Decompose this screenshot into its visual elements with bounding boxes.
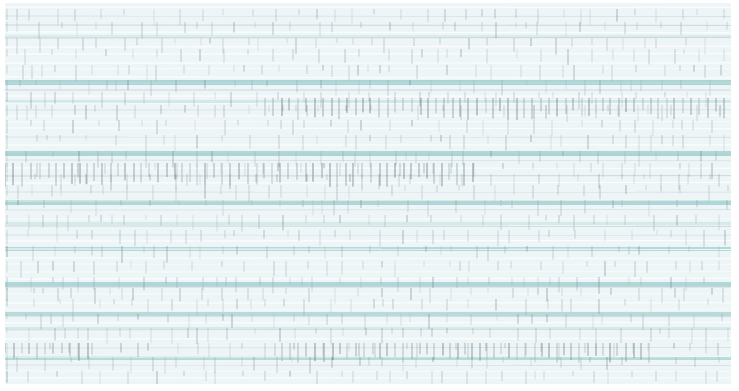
teal-stripe [5, 151, 731, 156]
teal-stripe [5, 35, 731, 38]
weft-thread [5, 277, 731, 280]
vertical-thread-marks [5, 9, 729, 384]
weft-thread [5, 337, 731, 340]
teal-stripe [5, 100, 731, 103]
weft-thread [5, 328, 731, 331]
teal-stripe [5, 356, 731, 360]
teal-stripe [5, 222, 731, 225]
weft-thread [5, 45, 731, 48]
weft-thread [5, 321, 731, 324]
weft-thread [5, 308, 731, 311]
weft-thread [5, 31, 731, 34]
weft-thread [5, 199, 731, 202]
weft-thread [5, 36, 731, 39]
weft-thread [5, 67, 731, 70]
weft-thread [5, 159, 731, 162]
teal-stripe [5, 200, 731, 205]
fabric-base [5, 3, 731, 384]
teal-stripe [5, 282, 731, 287]
weft-thread [5, 315, 731, 318]
teal-stripe [5, 327, 731, 330]
weft-thread [5, 370, 731, 372]
weft-thread [5, 127, 731, 130]
fabric-texture-image [5, 3, 731, 384]
weft-thread [5, 76, 731, 79]
weft-thread [5, 181, 731, 184]
teal-stripe [5, 312, 731, 316]
